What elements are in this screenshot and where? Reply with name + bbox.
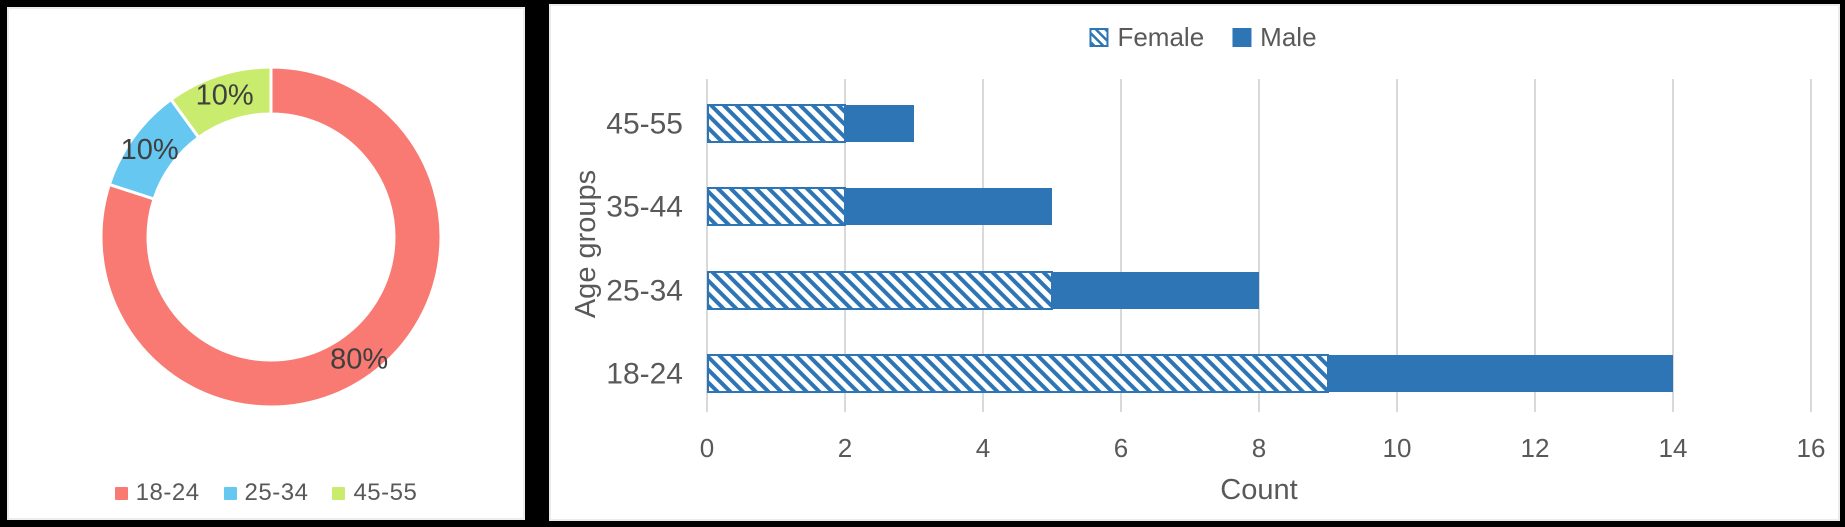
- x-tick-label-12: 12: [1521, 433, 1550, 463]
- bar-male-18-24: [1328, 355, 1673, 392]
- x-tick-label-6: 6: [1114, 433, 1128, 463]
- x-axis-title: Count: [1220, 474, 1297, 506]
- legend-label: Female: [1117, 22, 1205, 52]
- category-label-25-34: 25-34: [606, 275, 683, 308]
- bar-legend-item-male: Male: [1232, 22, 1317, 53]
- donut-data-label: 10%: [121, 134, 179, 166]
- donut-legend-item-25-34: 25-34: [223, 479, 309, 507]
- category-label-45-55: 45-55: [606, 108, 683, 141]
- legend-swatch: [332, 486, 346, 500]
- x-tick-label-4: 4: [976, 433, 990, 463]
- donut-legend-item-45-55: 45-55: [332, 479, 417, 507]
- legend-label: Male: [1260, 22, 1317, 52]
- legend-label: 18-24: [135, 479, 200, 506]
- donut-segment-18-24: [99, 65, 443, 409]
- bar-male-35-44: [845, 188, 1052, 225]
- x-tick-label-10: 10: [1383, 433, 1412, 463]
- x-tick-label-2: 2: [838, 433, 852, 463]
- legend-label: 25-34: [244, 479, 309, 506]
- donut-data-label: 80%: [330, 343, 388, 375]
- bar-female-18-24: [707, 354, 1329, 393]
- category-label-18-24: 18-24: [606, 358, 683, 391]
- bar-chart-legend: Female Male: [1089, 22, 1317, 53]
- donut-data-label: 10%: [196, 79, 254, 111]
- bar-male-45-55: [845, 105, 914, 142]
- donut-legend-item-18-24: 18-24: [114, 479, 200, 507]
- donut-segment-45-55: [169, 65, 273, 139]
- donut-chart-panel: 80% 10% 10% 18-24 25-34 45-55: [7, 7, 525, 520]
- bar-legend-item-female: Female: [1089, 22, 1204, 53]
- legend-swatch-solid: [1232, 28, 1252, 47]
- bar-female-25-34: [707, 271, 1053, 310]
- bar-chart-panel: 45-55 35-44 25-34 18-24 0 2 4 6 8 10 12 14 16 Count Ag…: [549, 4, 1840, 521]
- x-tick-label-8: 8: [1252, 433, 1266, 463]
- bar-female-35-44: [707, 187, 846, 226]
- legend-swatch-hatched: [1089, 28, 1109, 47]
- x-tick-label-0: 0: [700, 433, 714, 463]
- legend-swatch: [223, 486, 237, 500]
- bar-female-45-55: [707, 104, 846, 143]
- category-label-35-44: 35-44: [606, 191, 683, 224]
- x-tick-label-14: 14: [1659, 433, 1688, 463]
- donut-legend: 18-24 25-34 45-55: [9, 479, 523, 507]
- bar-male-25-34: [1052, 272, 1259, 309]
- stacked-bar-chart: 45-55 35-44 25-34 18-24 0 2 4 6 8 10 12 14 16 Count Ag…: [570, 79, 1826, 506]
- legend-label: 45-55: [353, 479, 418, 506]
- x-tick-label-16: 16: [1797, 433, 1826, 463]
- y-axis-title: Age groups: [570, 170, 602, 318]
- legend-swatch: [114, 486, 128, 500]
- donut-chart: 80% 10% 10%: [99, 65, 443, 409]
